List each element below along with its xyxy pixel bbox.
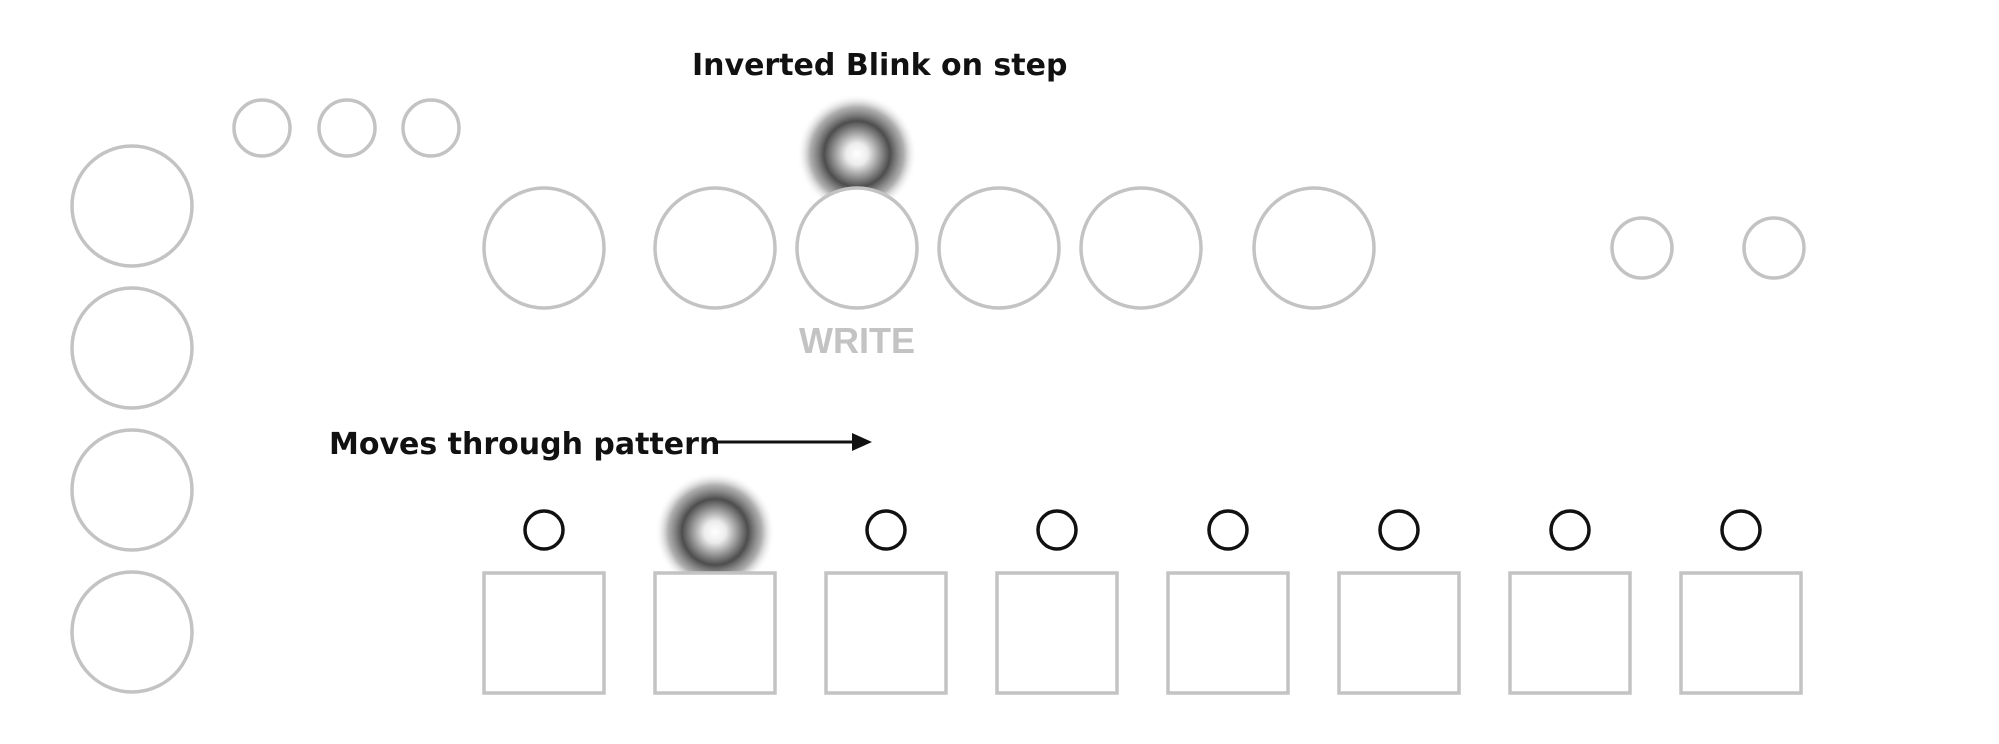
knob-5[interactable] — [1079, 186, 1203, 310]
step-pad-3[interactable] — [824, 571, 948, 695]
step-led-8 — [1720, 509, 1762, 551]
knob-1[interactable] — [482, 186, 606, 310]
knob-4[interactable] — [937, 186, 1061, 310]
left-button-column — [70, 144, 194, 694]
blink-annotation: Inverted Blink on step — [692, 48, 1067, 83]
knob-2[interactable] — [653, 186, 777, 310]
step-pad-8[interactable] — [1679, 571, 1803, 695]
step-led-4 — [1036, 509, 1078, 551]
right-button-2[interactable] — [1742, 216, 1806, 280]
step-pad-row — [482, 571, 1803, 695]
knob-6[interactable] — [1252, 186, 1376, 310]
left-button-3[interactable] — [70, 428, 194, 552]
small-button-1[interactable] — [232, 98, 292, 158]
arrow-right-icon — [716, 433, 872, 451]
step-pad-6[interactable] — [1337, 571, 1461, 695]
write-label: WRITE — [799, 320, 915, 361]
small-button-group — [232, 98, 461, 158]
knob-3-write[interactable] — [795, 186, 919, 310]
left-button-1[interactable] — [70, 144, 194, 268]
step-pad-1[interactable] — [482, 571, 606, 695]
right-button-group — [1610, 216, 1806, 280]
moves-annotation: Moves through pattern — [329, 427, 720, 462]
step-led-6 — [1378, 509, 1420, 551]
step-led-row — [523, 472, 1762, 592]
step-led-5 — [1207, 509, 1249, 551]
small-button-2[interactable] — [317, 98, 377, 158]
left-button-2[interactable] — [70, 286, 194, 410]
step-pad-2[interactable] — [653, 571, 777, 695]
step-pad-5[interactable] — [1166, 571, 1290, 695]
step-led-7 — [1549, 509, 1591, 551]
step-led-1 — [523, 509, 565, 551]
small-button-3[interactable] — [401, 98, 461, 158]
radial-glow-icon — [797, 94, 917, 214]
right-button-1[interactable] — [1610, 216, 1674, 280]
step-led-2-glow — [655, 472, 775, 592]
knob-row — [482, 186, 1376, 310]
step-pad-7[interactable] — [1508, 571, 1632, 695]
step-led-3 — [865, 509, 907, 551]
left-button-4[interactable] — [70, 570, 194, 694]
step-pad-4[interactable] — [995, 571, 1119, 695]
